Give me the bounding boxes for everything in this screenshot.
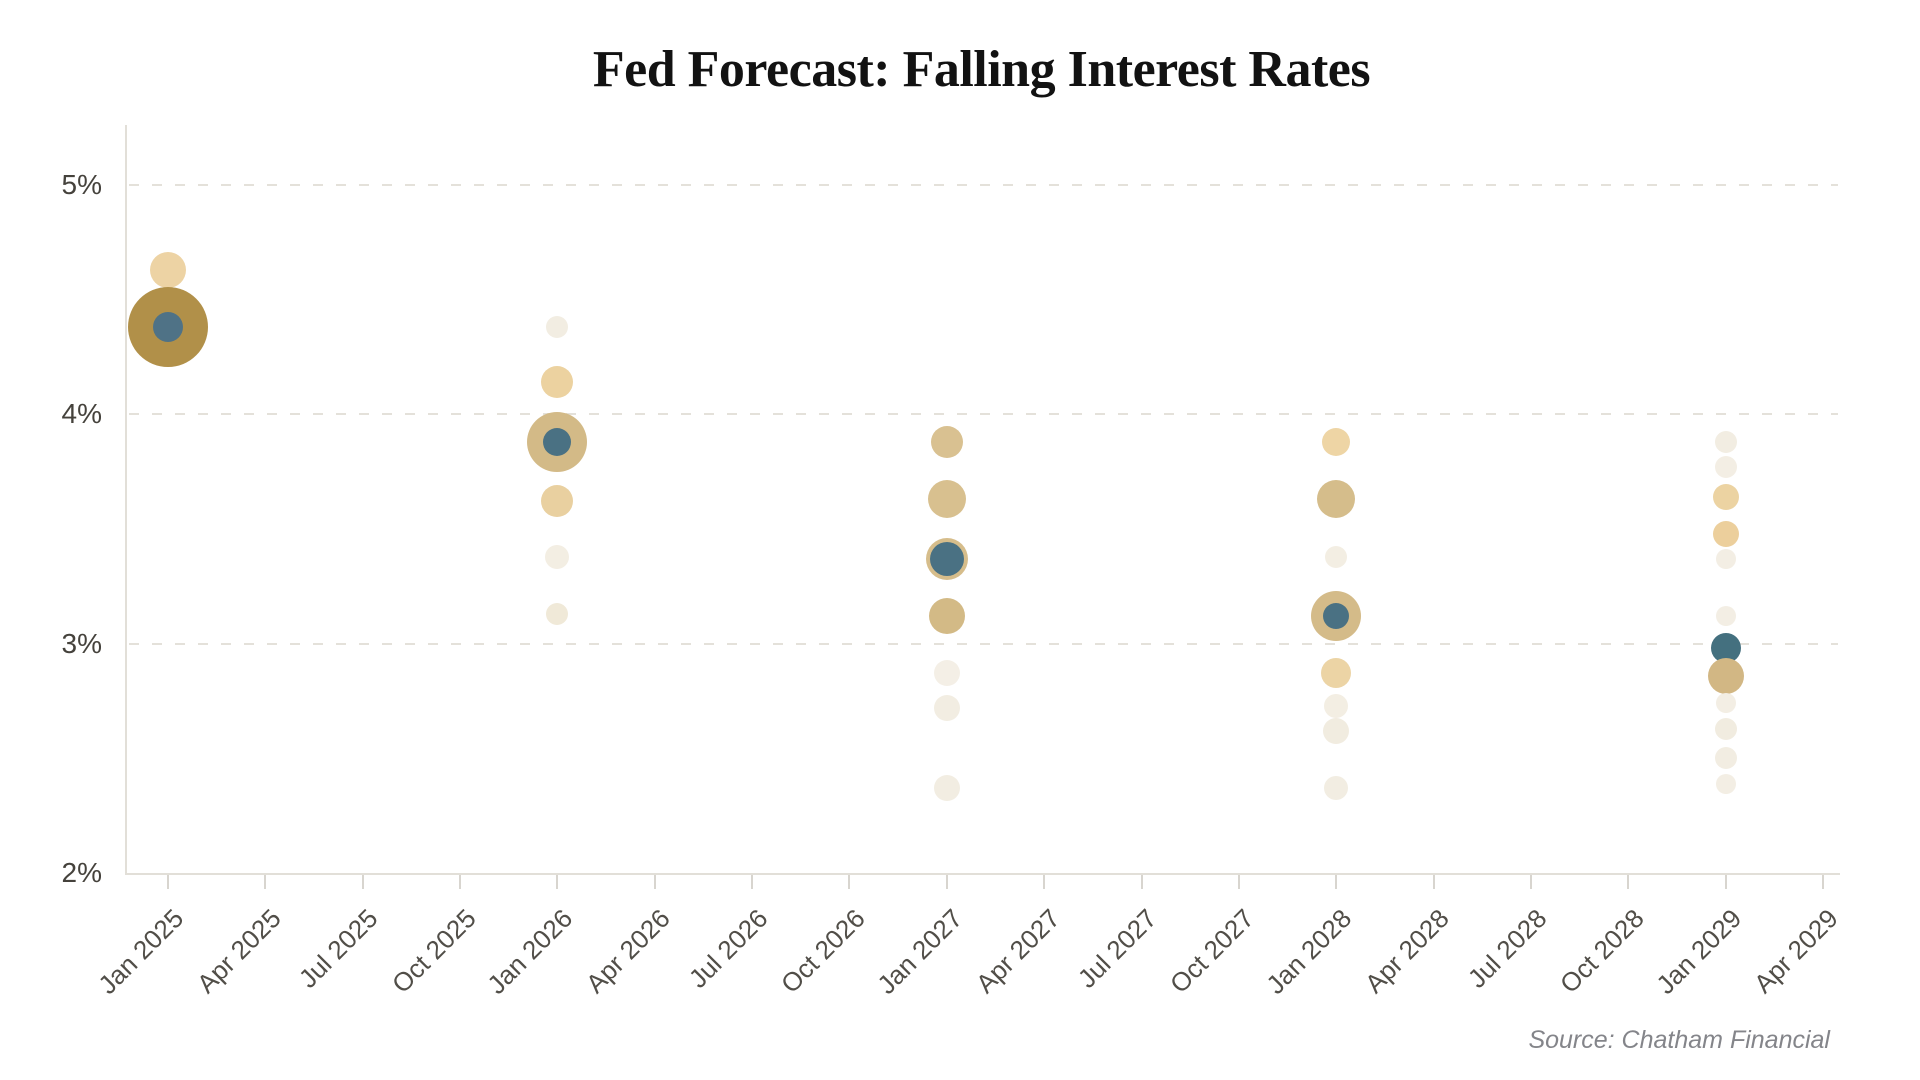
gridline-4pct <box>129 413 1838 416</box>
x-axis-tick <box>1237 875 1240 889</box>
x-axis-tick <box>459 875 462 889</box>
fed-projection-dot <box>1714 430 1737 453</box>
fed-projection-dot <box>1715 773 1736 794</box>
fed-projection-dot <box>546 602 569 625</box>
fed-projection-dot <box>933 660 960 687</box>
fed-projection-dot <box>930 425 963 458</box>
fed-projection-dot <box>1715 548 1736 569</box>
fed-projection-dot <box>1715 693 1736 714</box>
plot-area <box>125 125 1840 875</box>
gridline-3pct <box>129 642 1838 645</box>
x-axis-label: Jan 2029 <box>1649 903 1747 1000</box>
market-rate-dot <box>153 312 183 343</box>
fed-projection-dot <box>1324 776 1349 801</box>
fed-projection-dot <box>150 251 186 288</box>
y-axis-label: 5% <box>61 169 102 200</box>
x-axis-tick <box>1140 875 1143 889</box>
market-rate-dot <box>1323 603 1350 630</box>
x-axis-tick <box>751 875 754 889</box>
fed-projection-dot <box>1712 483 1739 510</box>
x-axis-tick <box>1627 875 1630 889</box>
fed-projection-dot <box>933 775 960 802</box>
x-axis-label: Apr 2028 <box>1358 903 1455 999</box>
x-axis-tick <box>361 875 364 889</box>
fed-projection-dot <box>1317 480 1356 519</box>
x-axis-label: Apr 2029 <box>1748 903 1845 999</box>
fed-projection-dot <box>1714 747 1737 770</box>
x-axis-label: Jan 2025 <box>92 903 190 1000</box>
fed-projection-dot <box>1714 456 1737 479</box>
gridline-5pct <box>129 184 1838 186</box>
fed-projection-dot <box>1325 545 1348 568</box>
x-axis-label: Jul 2025 <box>293 903 384 994</box>
x-axis-label: Jan 2028 <box>1260 903 1358 1000</box>
fed-projection-dot <box>1715 606 1736 627</box>
x-axis-label: Oct 2026 <box>774 903 871 999</box>
source-attribution: Source: Chatham Financial <box>1528 1026 1830 1054</box>
market-rate-dot <box>929 541 964 576</box>
fed-projection-dot <box>1322 427 1351 456</box>
fed-projection-dot <box>933 694 960 721</box>
x-axis-label: Jul 2028 <box>1461 903 1553 994</box>
market-rate-dot <box>543 427 572 456</box>
x-axis-label: Apr 2026 <box>580 903 676 999</box>
fed-projection-dot <box>1707 657 1744 694</box>
fed-projection-dot <box>545 544 570 569</box>
fed-projection-dot <box>546 316 569 339</box>
fed-projection-dot <box>1324 693 1349 718</box>
x-axis-label: Oct 2025 <box>385 903 482 999</box>
x-axis-label: Jan 2027 <box>871 903 969 1000</box>
fed-projection-dot <box>541 366 574 399</box>
fed-projection-dot <box>927 480 966 519</box>
fed-projection-dot <box>1321 658 1352 689</box>
x-axis-tick <box>264 875 267 889</box>
fed-projection-dot <box>1712 520 1739 547</box>
x-axis-label: Oct 2027 <box>1164 903 1261 999</box>
x-axis-tick <box>1821 875 1824 889</box>
x-axis-tick <box>1432 875 1435 889</box>
x-axis-tick <box>848 875 851 889</box>
x-axis-tick <box>1724 875 1727 889</box>
x-axis-tick <box>556 875 559 889</box>
chart-title: Fed Forecast: Falling Interest Rates <box>592 41 1371 98</box>
x-axis-label: Jul 2026 <box>682 903 774 994</box>
x-axis-label: Jul 2027 <box>1071 903 1163 994</box>
x-axis-tick <box>1335 875 1338 889</box>
fed-projection-dot <box>541 485 574 518</box>
x-axis-label: Apr 2027 <box>969 903 1066 999</box>
x-axis-tick <box>1529 875 1532 889</box>
fed-projection-dot <box>928 598 965 635</box>
y-axis-label: 2% <box>61 856 102 888</box>
y-axis-label: 3% <box>61 627 102 659</box>
y-axis-label: 4% <box>61 398 102 430</box>
x-axis-tick <box>167 875 169 889</box>
fed-projection-dot <box>1323 717 1350 744</box>
x-axis-tick <box>653 875 656 889</box>
x-axis-tick <box>1043 875 1046 889</box>
x-axis-label: Jan 2026 <box>481 903 579 1000</box>
fed-projection-dot <box>1714 717 1737 740</box>
x-axis-label: Oct 2028 <box>1553 903 1650 999</box>
x-axis-label: Apr 2025 <box>190 903 287 999</box>
x-axis-tick <box>945 875 948 889</box>
